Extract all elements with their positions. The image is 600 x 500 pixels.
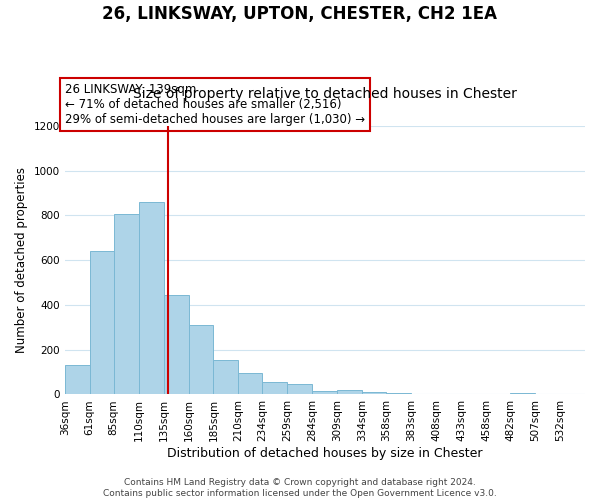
Title: Size of property relative to detached houses in Chester: Size of property relative to detached ho… (133, 87, 517, 101)
Bar (65, 366, 89, 394)
Text: Contains HM Land Registry data © Crown copyright and database right 2024.
Contai: Contains HM Land Registry data © Crown c… (103, 478, 497, 498)
X-axis label: Distribution of detached houses by size in Chester: Distribution of detached houses by size … (167, 447, 482, 460)
Bar (214, 360, 238, 394)
Bar (113, 214, 139, 394)
Bar (337, 390, 362, 394)
Bar (238, 373, 262, 394)
Bar (89, 252, 113, 394)
Bar (287, 384, 313, 394)
Text: 26 LINKSWAY: 139sqm
← 71% of detached houses are smaller (2,516)
29% of semi-det: 26 LINKSWAY: 139sqm ← 71% of detached ho… (65, 83, 365, 126)
Bar (164, 295, 188, 394)
Bar (262, 382, 287, 394)
Bar (139, 202, 164, 394)
Bar (362, 392, 386, 394)
Text: 26, LINKSWAY, UPTON, CHESTER, CH2 1EA: 26, LINKSWAY, UPTON, CHESTER, CH2 1EA (103, 5, 497, 23)
Bar (313, 391, 337, 394)
Bar (188, 325, 214, 394)
Y-axis label: Number of detached properties: Number of detached properties (15, 167, 28, 353)
